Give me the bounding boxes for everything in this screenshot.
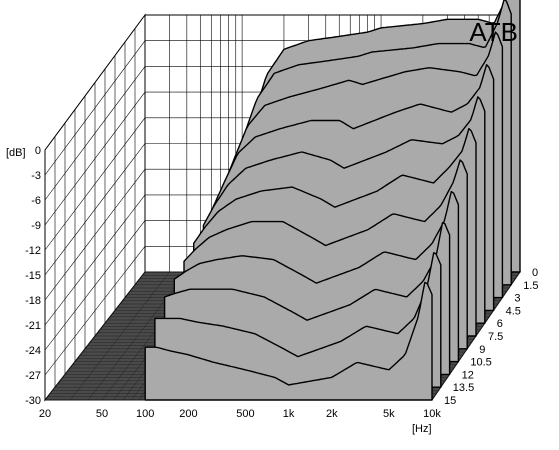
floor-depth-line xyxy=(70,271,170,401)
z-tick-label: 7.5 xyxy=(488,331,503,343)
y-tick-label: -6 xyxy=(31,195,41,207)
y-tick-label: -27 xyxy=(25,370,41,382)
z-tick-label: 1.5 xyxy=(523,280,538,292)
y-tick-label: -12 xyxy=(25,245,41,257)
x-tick-label: 10k xyxy=(423,408,441,420)
x-tick-label: 200 xyxy=(179,408,197,420)
floor-depth-line xyxy=(44,271,146,401)
x-tick-label: 2k xyxy=(326,408,338,420)
x-tick-label: 20 xyxy=(39,408,51,420)
y-tick-label: -24 xyxy=(25,345,41,357)
floor-depth-line xyxy=(87,271,188,401)
y-tick-label: 0 xyxy=(35,145,41,157)
decay-slice-15 xyxy=(144,281,433,401)
z-tick-label: 12 xyxy=(462,369,474,381)
x-tick-label: 100 xyxy=(136,408,154,420)
chart-title: ATB xyxy=(469,17,518,47)
y-tick-label: -9 xyxy=(31,220,41,232)
z-tick-label: 4.5 xyxy=(506,305,521,317)
z-tick-label: 9 xyxy=(479,344,485,356)
x-tick-label: 500 xyxy=(236,408,254,420)
z-tick-label: 0 xyxy=(532,267,538,279)
z-tick-label: 15 xyxy=(444,395,456,407)
x-tick-label: 5k xyxy=(383,408,395,420)
axis-labels: 20 50 100 200 500 1k 2k 5k 10k 0 -3 -6 -9 -12 -15 -18 -2… xyxy=(25,145,538,420)
z-tick-label: 10.5 xyxy=(470,357,491,369)
x-tick-label: 1k xyxy=(283,408,295,420)
decay-slice-13-5 xyxy=(154,252,442,388)
z-tick-label: 3 xyxy=(514,293,520,305)
y-tick-label: -18 xyxy=(25,295,41,307)
x-tick-label: 50 xyxy=(96,408,108,420)
y-tick-label: -15 xyxy=(25,270,41,282)
x-unit-label: [Hz] xyxy=(412,423,432,435)
y-tick-label: -30 xyxy=(25,395,41,407)
y-tick-label: -3 xyxy=(31,170,41,182)
decay-slices xyxy=(144,0,521,401)
z-tick-label: 13.5 xyxy=(453,382,474,394)
z-tick-label: 6 xyxy=(497,318,503,330)
y-unit-label: [dB] xyxy=(6,147,26,159)
y-tick-label: -21 xyxy=(25,320,41,332)
